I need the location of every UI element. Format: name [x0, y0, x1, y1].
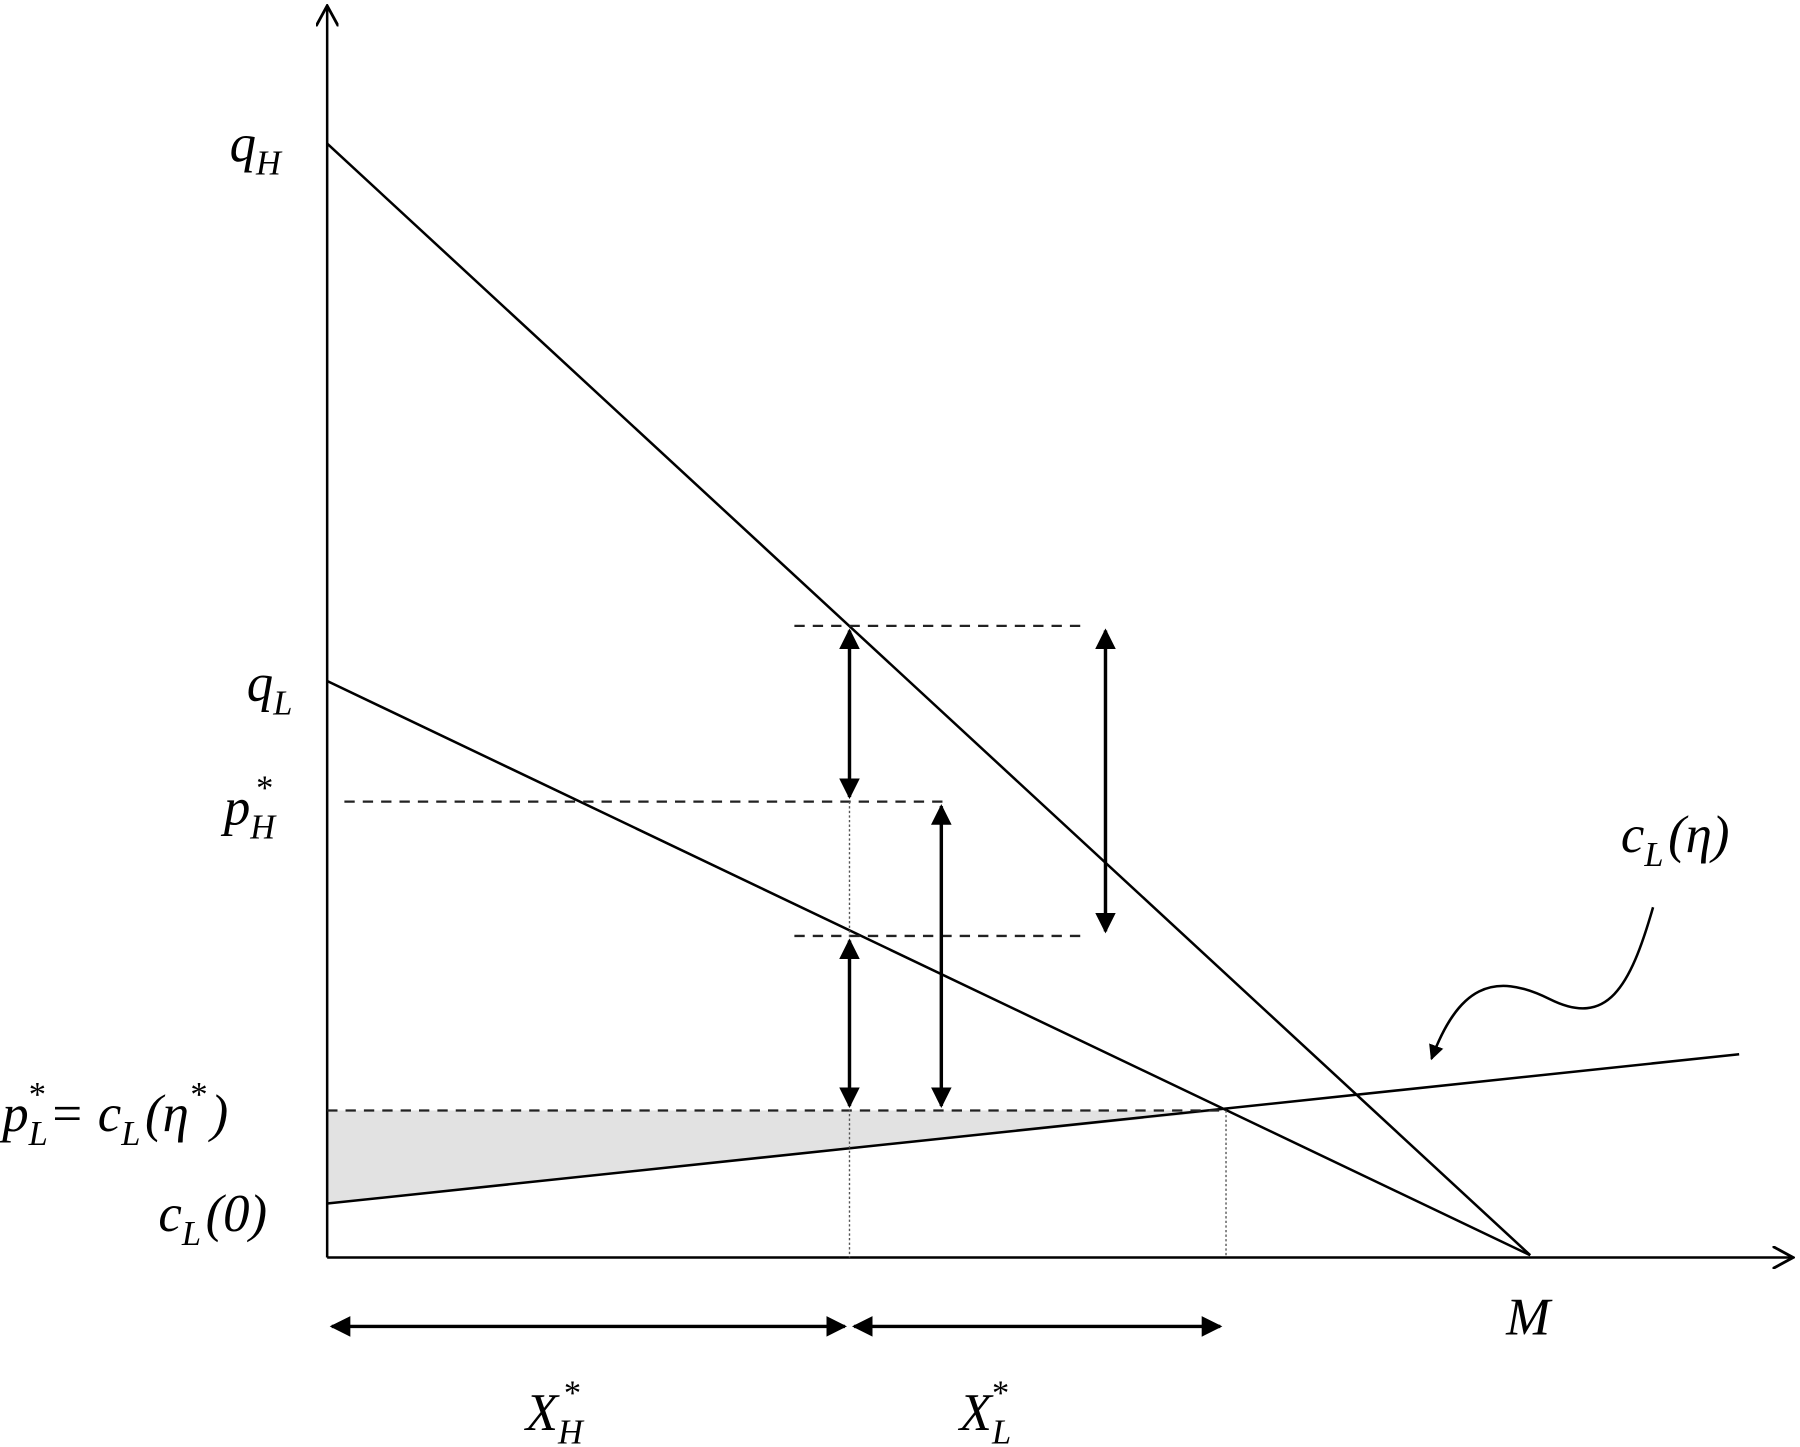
label-part: q [247, 655, 273, 713]
label-part: c [158, 1185, 181, 1243]
label-part: L [272, 684, 292, 722]
label-part: L [120, 1115, 140, 1153]
label-part: p [220, 779, 250, 837]
label-part: H [249, 808, 277, 846]
label-part: L [991, 1414, 1011, 1447]
label-part: (0) [206, 1185, 268, 1243]
curved-arrow [1429, 906, 1655, 1061]
label-part: * [189, 1076, 207, 1114]
label-part: p [0, 1085, 29, 1143]
label: XH* [524, 1375, 585, 1447]
qh-line [326, 142, 1532, 1257]
label-part: q [230, 115, 256, 173]
label-part: (η) [1668, 806, 1729, 864]
label-part: X [524, 1384, 560, 1442]
label-part: * [27, 1076, 45, 1114]
label: cL(0) [158, 1185, 267, 1253]
label: XL* [958, 1375, 1011, 1447]
label-part: ) [208, 1085, 229, 1143]
label-part: H [557, 1414, 585, 1447]
label-part: L [28, 1115, 48, 1153]
label-part: c [1621, 806, 1644, 864]
label-part: H [255, 145, 283, 183]
label-part: = c [49, 1085, 121, 1143]
label-part: L [181, 1215, 201, 1253]
label: qL [247, 655, 293, 723]
label: M [1505, 1288, 1553, 1346]
ql-line [326, 679, 1531, 1257]
label: pH* [220, 769, 277, 846]
label: qH [230, 115, 283, 183]
label: cL(η) [1621, 806, 1730, 874]
label-part: M [1505, 1288, 1553, 1346]
cost-line [327, 1052, 1740, 1205]
label: pL*= cL(η*) [0, 1076, 228, 1153]
label-part: * [254, 769, 272, 807]
label-part: * [990, 1375, 1008, 1413]
label-part: X [958, 1384, 994, 1442]
label-part: * [562, 1375, 580, 1413]
label-part: (η [145, 1085, 189, 1143]
label-part: L [1643, 836, 1663, 874]
